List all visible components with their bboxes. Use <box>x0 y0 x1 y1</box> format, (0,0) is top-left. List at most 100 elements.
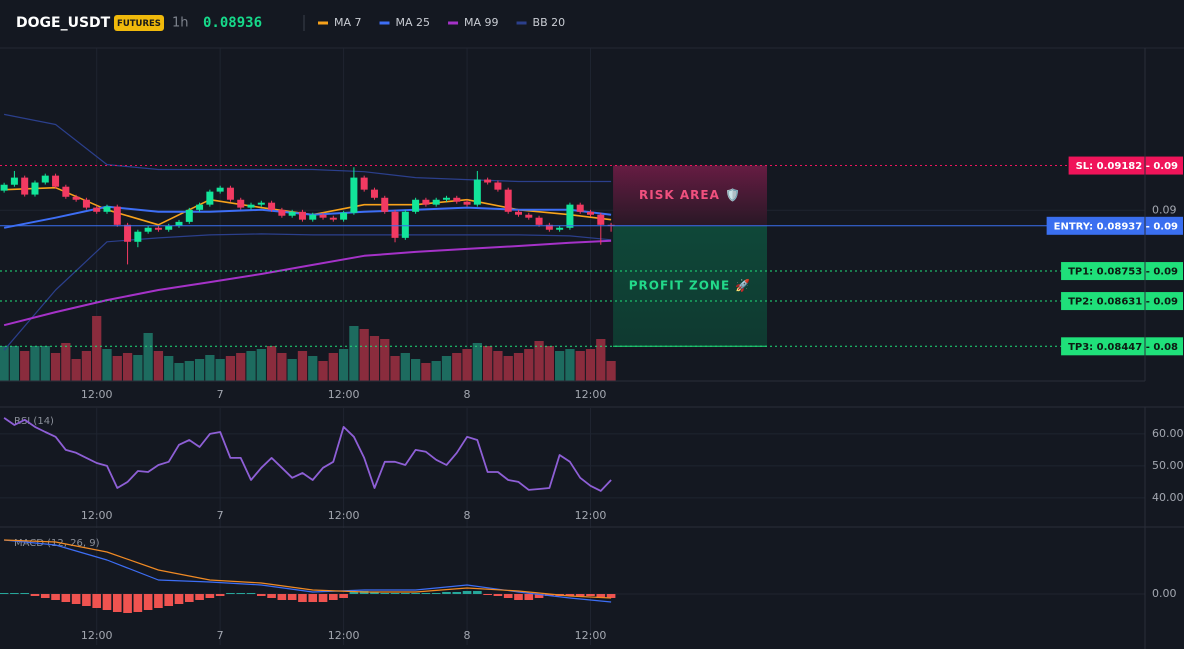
macd-histogram-bar <box>473 591 482 594</box>
y-tick-label: 0.00 <box>1152 587 1177 600</box>
volume-bar <box>20 351 30 381</box>
candle-body <box>556 227 564 230</box>
level-label-bg <box>1061 292 1183 311</box>
profit-label: PROFIT ZONE 🚀 <box>629 279 752 293</box>
macd-line <box>4 539 612 599</box>
volume-bar <box>606 361 616 381</box>
level-label: ENTRY: 0.08937 - 0.09 <box>1054 221 1178 232</box>
volume-bar <box>174 363 184 381</box>
macd-histogram-bar <box>246 593 256 594</box>
x-tick-label: 12:00 <box>575 629 607 642</box>
candle-body <box>237 199 245 208</box>
volume-bar <box>482 346 493 381</box>
candle-body <box>21 177 29 195</box>
macd-histogram-bar <box>71 594 81 604</box>
candle-body <box>247 204 255 208</box>
volume-bar <box>266 346 277 381</box>
candle-body <box>587 211 595 215</box>
macd-histogram-bar <box>164 594 174 606</box>
x-tick-label: 12:00 <box>81 509 113 522</box>
candle-body <box>144 227 152 232</box>
candle-body <box>278 209 286 216</box>
bb-upper <box>3 113 612 183</box>
macd-histogram-bar <box>493 594 503 596</box>
macd-histogram-bar <box>524 594 534 600</box>
x-tick-label: 12:00 <box>328 388 360 401</box>
macd-histogram-bar <box>452 592 462 594</box>
level-label-bg <box>1061 337 1183 356</box>
risk-zone <box>613 165 767 226</box>
candle-body <box>124 224 132 242</box>
volume-bar <box>184 361 194 381</box>
volume-bar <box>472 343 482 381</box>
macd-histogram-bar <box>236 593 246 594</box>
macd-histogram-bar <box>462 591 472 594</box>
candle-body <box>309 214 317 220</box>
volume-bar <box>92 316 102 381</box>
x-tick-label: 12:00 <box>81 388 113 401</box>
volume-bar <box>349 326 359 381</box>
legend-label: MA 25 <box>396 16 431 29</box>
macd-histogram-bar <box>586 594 595 596</box>
volume-bar <box>205 355 215 381</box>
volume-bar <box>390 356 400 381</box>
macd-histogram-bar <box>390 593 400 594</box>
volume-bar <box>0 346 9 381</box>
candle-body <box>453 197 461 202</box>
candle-body <box>0 184 8 191</box>
volume-bar <box>308 356 318 381</box>
legend-label: BB 20 <box>533 16 566 29</box>
macd-histogram-bar <box>154 594 163 608</box>
macd-histogram-bar <box>411 593 420 594</box>
candle-body <box>484 179 492 183</box>
x-tick-label: 12:00 <box>328 629 360 642</box>
candle-body <box>514 211 522 215</box>
candle-body <box>525 214 533 218</box>
volume-bar <box>503 356 513 381</box>
candle-body <box>175 221 183 226</box>
volume-bar <box>431 361 441 381</box>
macd-histogram-bar <box>205 594 215 598</box>
badge-bg <box>114 15 164 31</box>
volume-bar <box>256 349 266 381</box>
candle-body <box>329 217 337 220</box>
candle-body <box>566 204 574 228</box>
candle-body <box>412 199 420 212</box>
volume-bar <box>112 356 122 381</box>
macd-histogram-bar <box>0 593 9 594</box>
candle-body <box>504 189 512 212</box>
level-label: TP2: 0.08631 - 0.09 <box>1068 297 1178 308</box>
macd-histogram-bar <box>40 594 50 598</box>
candle-body <box>288 211 296 216</box>
price: 0.08936 <box>203 15 262 31</box>
volume-bar <box>50 353 61 381</box>
symbol: DOGE_USDT <box>16 15 111 31</box>
candle-body <box>268 202 276 210</box>
volume-bar <box>194 359 205 381</box>
panel-title: MACD (12, 26, 9) <box>14 538 100 549</box>
volume-bar <box>452 353 462 381</box>
macd-histogram-bar <box>606 594 616 598</box>
candle-body <box>134 231 142 242</box>
interval: 1h <box>172 16 189 31</box>
macd-histogram-bar <box>277 594 287 600</box>
macd-line <box>4 539 612 603</box>
macd-histogram-bar <box>30 594 40 596</box>
macd-histogram-bar <box>112 594 122 612</box>
ma-line <box>3 239 612 327</box>
main-layer: 12:00 7 12:00 8 12:00 0.09 RISK AREA 🛡️ PROFIT … <box>0 113 1184 642</box>
bb-lower <box>3 233 612 351</box>
macd-histogram-bar <box>308 594 318 602</box>
volume-bar <box>9 346 20 381</box>
macd-histogram-bar <box>514 594 523 600</box>
legend-label: MA 7 <box>334 16 362 29</box>
volume-bar <box>102 349 112 381</box>
x-tick-label: 8 <box>464 388 471 401</box>
volume-bar <box>246 351 256 381</box>
volume-bar <box>380 339 390 381</box>
volume-bar <box>524 349 534 381</box>
x-tick-label: 7 <box>217 629 224 642</box>
macd-histogram-bar <box>318 594 328 602</box>
macd-histogram-bar <box>215 594 225 596</box>
volume-bar <box>40 346 50 381</box>
